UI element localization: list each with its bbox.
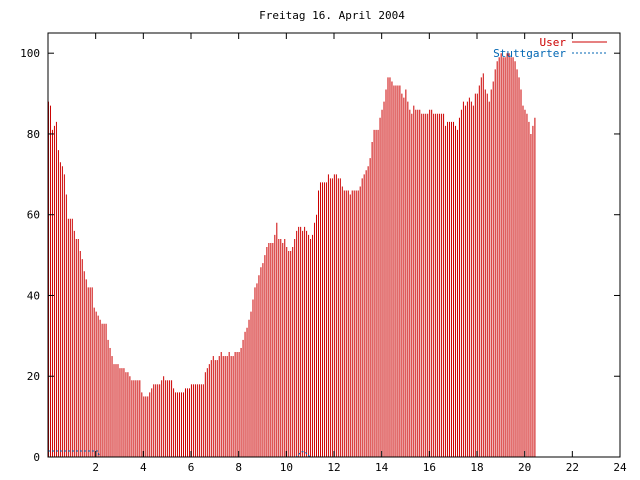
- x-tick-label: 20: [518, 461, 531, 474]
- y-tick-label: 60: [27, 209, 40, 222]
- x-tick-label: 10: [280, 461, 293, 474]
- x-tick-label: 24: [613, 461, 627, 474]
- x-tick-label: 14: [375, 461, 389, 474]
- x-tick-label: 16: [423, 461, 436, 474]
- x-tick-label: 2: [92, 461, 99, 474]
- legend: User Stuttgarter: [493, 36, 607, 60]
- x-tick-label: 8: [235, 461, 242, 474]
- y-tick-label: 80: [27, 128, 40, 141]
- x-tick-label: 18: [470, 461, 483, 474]
- bars: [48, 53, 592, 458]
- legend-label-stuttgarter: Stuttgarter: [493, 47, 566, 60]
- y-tick-label: 20: [27, 370, 40, 383]
- y-tick-label: 0: [33, 451, 40, 464]
- x-tick-label: 4: [140, 461, 147, 474]
- x-tick-label: 22: [566, 461, 579, 474]
- x-tick-label: 6: [188, 461, 195, 474]
- y-tick-label: 100: [20, 47, 40, 60]
- chart-title: Freitag 16. April 2004: [259, 9, 405, 22]
- x-tick-label: 12: [327, 461, 340, 474]
- legend-label-user: User: [540, 36, 567, 49]
- y-tick-label: 40: [27, 289, 40, 302]
